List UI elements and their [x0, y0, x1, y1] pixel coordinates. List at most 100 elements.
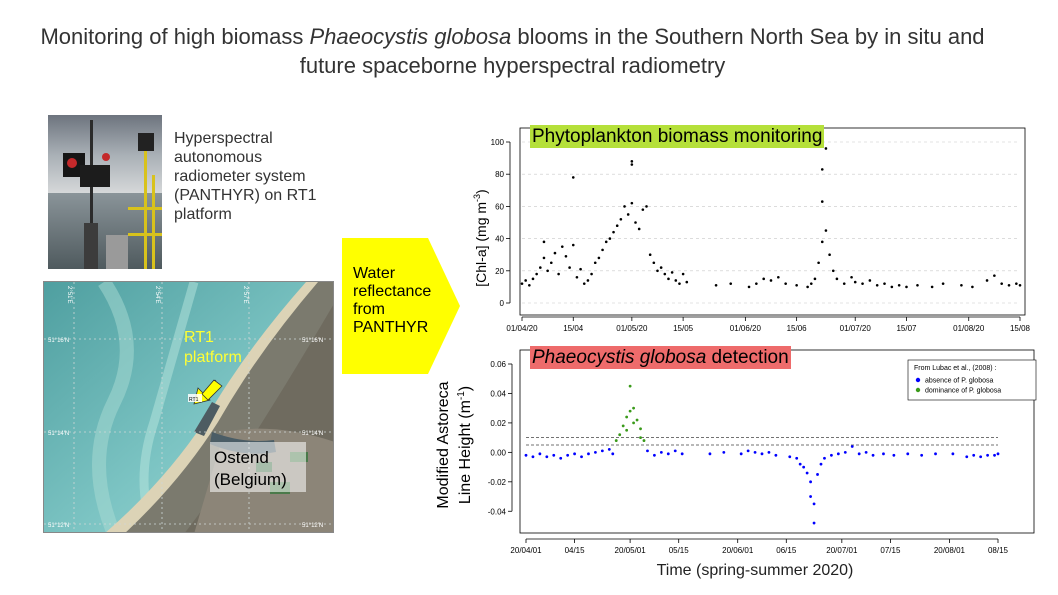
data-point — [685, 280, 689, 284]
photo-caption: Hyperspectral autonomous radiometer syst… — [174, 130, 317, 223]
data-point — [632, 421, 635, 425]
data-point — [607, 448, 611, 451]
data-point — [628, 409, 632, 413]
data-point — [784, 282, 787, 285]
legend-entry: dominance of P. globosa — [925, 388, 1001, 395]
data-point — [637, 227, 641, 231]
y-tick-label: 0.02 — [490, 419, 506, 428]
x-tick-label: 20/08/01 — [934, 546, 966, 555]
data-point — [830, 453, 833, 457]
data-point — [722, 450, 726, 454]
data-point — [882, 452, 885, 456]
x-tick-label: 01/06/20 — [730, 324, 762, 333]
y-tick-label: 60 — [495, 202, 504, 211]
data-point — [1000, 282, 1003, 285]
data-point — [996, 452, 1000, 456]
data-point — [653, 453, 656, 457]
data-point — [819, 462, 823, 466]
x-tick-label: 15/05 — [673, 324, 694, 333]
rt1-marker: RT1 — [189, 397, 199, 403]
data-point — [642, 439, 646, 442]
data-point — [542, 256, 546, 260]
map-lat-label-right: 51°12'N — [302, 523, 323, 529]
map-platform-label-2: platform — [184, 349, 242, 366]
x-tick-label: 07/15 — [880, 546, 901, 555]
x-tick-label: 15/07 — [896, 324, 917, 333]
data-point — [630, 201, 634, 205]
data-point — [594, 450, 597, 454]
data-point — [590, 272, 593, 276]
data-point — [601, 248, 604, 252]
data-point — [802, 465, 806, 469]
data-point — [621, 424, 625, 428]
chart1-plot-border — [519, 127, 1026, 316]
chart2-title-rest: detection — [706, 347, 789, 368]
data-point — [788, 455, 792, 459]
data-point — [960, 283, 963, 287]
data-point — [626, 213, 630, 216]
data-point — [828, 253, 831, 256]
chart2-xlabel: Time (spring-summer 2020) — [656, 562, 854, 579]
data-point — [864, 450, 868, 454]
data-point — [986, 453, 989, 457]
data-point — [524, 279, 527, 282]
data-point — [579, 267, 582, 271]
map-lon-label: 2°51'E — [66, 286, 72, 304]
data-point — [611, 452, 615, 456]
data-point — [538, 452, 542, 456]
data-point — [632, 406, 635, 410]
data-point — [979, 455, 983, 459]
chart2-legend: From Lubac et al., (2008) : absence of P… — [907, 359, 1037, 401]
x-tick-label: 04/15 — [565, 546, 586, 555]
arrow-text: Water reflectance from PANTHYR — [353, 265, 432, 336]
data-point — [883, 282, 886, 285]
x-tick-label: 15/04 — [563, 324, 584, 333]
data-point — [868, 279, 872, 282]
title-italic: Phaeocystis globosa — [309, 24, 512, 49]
x-tick-label: 08/15 — [988, 546, 1009, 555]
data-point — [795, 283, 798, 287]
data-point — [549, 261, 553, 265]
data-point — [755, 282, 758, 285]
data-point — [850, 275, 853, 279]
data-point — [587, 452, 590, 456]
data-point — [568, 266, 571, 269]
chart1-ylabel: [Chl-a] (mg m-3) — [472, 189, 489, 286]
chart2-title: Phaeocystis globosa detection — [530, 346, 791, 369]
data-point — [767, 450, 771, 454]
x-tick-label: 20/05/01 — [615, 546, 647, 555]
data-point — [597, 256, 601, 260]
data-point — [843, 450, 847, 454]
y-tick-label: 0.04 — [490, 389, 506, 398]
data-point — [659, 450, 663, 454]
page-title: Monitoring of high biomass Phaeocystis g… — [20, 22, 1005, 80]
chart1-x-axis: 01/04/20 15/04 01/05/20 15/05 01/06/20 15/06 0… — [506, 316, 1030, 333]
data-point — [816, 473, 819, 476]
data-point — [871, 453, 875, 457]
data-point — [916, 283, 919, 287]
satellite-map: 2°51'E 2°54'E 2°57'E 51°16'N 51°14'N 51°… — [43, 281, 334, 533]
data-point — [892, 453, 896, 457]
legend-marker-dominance — [915, 387, 921, 393]
x-tick-label: 20/07/01 — [826, 546, 858, 555]
data-point — [809, 480, 812, 484]
data-point — [656, 269, 659, 273]
data-point — [678, 282, 681, 285]
data-point — [663, 272, 667, 276]
data-point — [531, 277, 535, 281]
data-point — [857, 452, 861, 456]
data-point — [985, 279, 989, 282]
data-point — [813, 277, 817, 281]
data-point — [635, 418, 639, 422]
data-point — [571, 243, 575, 247]
map-lon-label: 2°57'E — [242, 286, 248, 304]
data-point — [546, 269, 549, 273]
data-point — [769, 279, 773, 282]
data-point — [906, 452, 910, 456]
data-point — [586, 279, 590, 282]
map-lat-label: 51°14'N — [48, 431, 69, 437]
map-city-label-1: Ostend — [214, 448, 269, 467]
data-point — [971, 285, 974, 289]
data-point — [625, 415, 629, 419]
legend-marker-absence — [915, 377, 921, 383]
